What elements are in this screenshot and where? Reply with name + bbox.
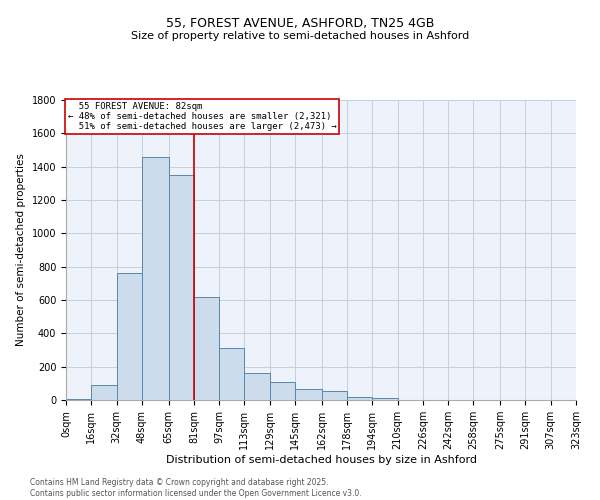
Bar: [219, 348, 244, 400]
Bar: [244, 372, 269, 400]
Bar: [91, 385, 116, 400]
Text: Contains HM Land Registry data © Crown copyright and database right 2025.
Contai: Contains HM Land Registry data © Crown c…: [30, 478, 362, 498]
Y-axis label: Number of semi-detached properties: Number of semi-detached properties: [16, 154, 26, 346]
Bar: [116, 274, 142, 400]
Bar: [269, 382, 295, 400]
Text: 55, FOREST AVENUE, ASHFORD, TN25 4GB: 55, FOREST AVENUE, ASHFORD, TN25 4GB: [166, 18, 434, 30]
Bar: [194, 296, 219, 400]
Text: 55 FOREST AVENUE: 82sqm
← 48% of semi-detached houses are smaller (2,321)
  51% : 55 FOREST AVENUE: 82sqm ← 48% of semi-de…: [68, 102, 337, 132]
Bar: [322, 391, 347, 400]
Bar: [169, 175, 194, 400]
X-axis label: Distribution of semi-detached houses by size in Ashford: Distribution of semi-detached houses by …: [166, 455, 476, 465]
Bar: [66, 399, 91, 400]
Bar: [295, 389, 322, 400]
Bar: [373, 398, 398, 400]
Bar: [142, 156, 169, 400]
Text: Size of property relative to semi-detached houses in Ashford: Size of property relative to semi-detach…: [131, 31, 469, 41]
Bar: [347, 396, 373, 400]
